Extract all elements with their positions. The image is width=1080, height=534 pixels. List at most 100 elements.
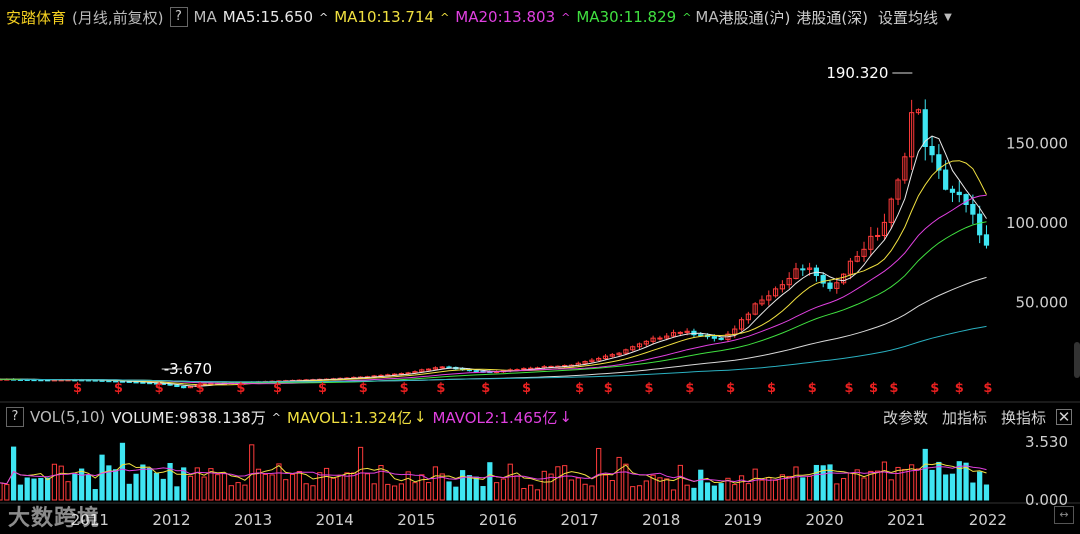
volume-bar-down [956, 461, 962, 501]
candle-up [752, 303, 758, 315]
volume-bar-down [31, 478, 37, 501]
dividend-marker: $ [955, 381, 964, 396]
candle-up [432, 367, 439, 370]
candle-up [650, 337, 656, 342]
volume-bar-up [854, 469, 860, 501]
candle-down [827, 282, 833, 289]
dividend-marker: $ [236, 381, 245, 396]
volume-bar-down [820, 465, 826, 501]
switch-indicator-button[interactable]: 换指标 [1000, 408, 1046, 427]
dividend-marker: $ [575, 381, 584, 396]
dividend-marker: $ [273, 381, 282, 396]
volume-bar-up [881, 461, 888, 501]
volume-bar-down [17, 484, 24, 501]
dividend-marker: $ [114, 381, 123, 396]
volume-bar-up [439, 473, 445, 501]
candle-down [983, 234, 990, 246]
volume-bar-up [759, 479, 765, 501]
volume-bar-up [330, 477, 336, 501]
volume-bar-up [528, 484, 534, 501]
volume-bar-up [623, 463, 629, 501]
volume-bar-up [643, 480, 649, 501]
volume-bar-up [779, 474, 785, 501]
volume-bar-up [670, 489, 677, 501]
y-tick-label: 150.000 [1006, 134, 1068, 152]
candle-up [745, 313, 751, 321]
x-tick-label: 2011 [71, 511, 109, 529]
volume-bar-up [766, 477, 772, 501]
dividend-marker: $ [195, 381, 204, 396]
chart-header: 安踏体育 (月线,前复权) ? MA MA5:15.650 ^ MA10:13.7… [0, 0, 1080, 34]
volume-bar-up [888, 479, 894, 501]
change-params-button[interactable]: 改参数 [882, 408, 928, 427]
ma-settings-button[interactable]: 设置均线 [878, 8, 939, 27]
volume-bar-up [861, 477, 867, 501]
volume-bar-up [425, 482, 432, 501]
volume-bar-up [412, 482, 418, 501]
connect-sz-button[interactable]: 港股通(深) [796, 8, 869, 27]
scroll-handle[interactable] [1074, 342, 1080, 378]
volume-bar-up [419, 474, 425, 501]
candle-down [970, 204, 976, 215]
dividend-marker: $ [889, 381, 898, 396]
volume-bar-down [718, 483, 724, 501]
ma30-arrow-icon: ^ [682, 10, 692, 24]
volume-bar-up [875, 470, 881, 501]
dividend-marker: $ [73, 381, 82, 396]
volume-bar-down [24, 477, 30, 501]
x-tick-label: 2014 [316, 511, 354, 529]
volume-bar-up [725, 477, 731, 501]
ma5-arrow-icon: ^ [319, 10, 329, 24]
x-tick-label: 2018 [642, 511, 680, 529]
candle-up [187, 385, 194, 389]
volume-bar-up [371, 483, 377, 501]
ma20-value: MA20:13.803 [455, 8, 556, 26]
volume-bar-up [323, 467, 330, 501]
expand-icon[interactable]: ↔ [1054, 506, 1074, 524]
volume-bar-up [398, 483, 405, 501]
volume-bar-down [10, 446, 17, 501]
volume-bar-up [650, 474, 656, 501]
dividend-marker: $ [726, 381, 735, 396]
candle-up [793, 268, 799, 279]
volume-bar-up [385, 483, 391, 501]
chevron-down-icon[interactable]: ▼ [944, 11, 952, 23]
connect-sh-button[interactable]: 港股通(沪) [718, 8, 791, 27]
volume-bar-down [466, 475, 473, 501]
annotation-label: -3.670 [164, 360, 212, 378]
volume-bar-up [915, 468, 922, 501]
volume-bar-up [194, 467, 200, 501]
volume-bar-down [691, 487, 697, 501]
volume-arrow-icon: ^ [271, 410, 281, 424]
volume-bar-up [303, 483, 309, 501]
add-indicator-button[interactable]: 加指标 [941, 408, 987, 427]
mavol2-line [0, 465, 987, 485]
ma120-line [20, 325, 987, 383]
dividend-marker: $ [359, 381, 368, 396]
volume-bar-down [133, 473, 139, 501]
ma20-arrow-icon: ^ [561, 10, 571, 24]
volume-bar-down [174, 486, 180, 501]
volume-bar-up [521, 487, 527, 501]
volume-bar-up [609, 480, 615, 501]
stock-name[interactable]: 安踏体育 [6, 8, 67, 27]
volume-bar-up [786, 475, 792, 501]
help-icon[interactable]: ? [169, 7, 188, 27]
volume-bar-down [929, 469, 935, 501]
x-tick-label: 2013 [234, 511, 272, 529]
volume-bar-up [834, 483, 840, 501]
y-tick-label: 100.000 [1006, 214, 1068, 232]
candle-up [840, 273, 847, 284]
volume-bar-down [949, 473, 956, 501]
volume-tick-label: 3.530 [1025, 433, 1068, 451]
volume-bar-down [711, 485, 717, 501]
candle-up [854, 255, 860, 262]
volume-bar-down [698, 469, 704, 501]
volume-bar-down [480, 486, 486, 501]
volume-bar-up [228, 485, 234, 501]
volume-bar-up [868, 470, 874, 501]
close-icon[interactable]: ✕ [1056, 408, 1072, 426]
candle-down [943, 169, 949, 190]
candle-up [596, 357, 602, 361]
volume-help-icon[interactable]: ? [6, 407, 24, 427]
